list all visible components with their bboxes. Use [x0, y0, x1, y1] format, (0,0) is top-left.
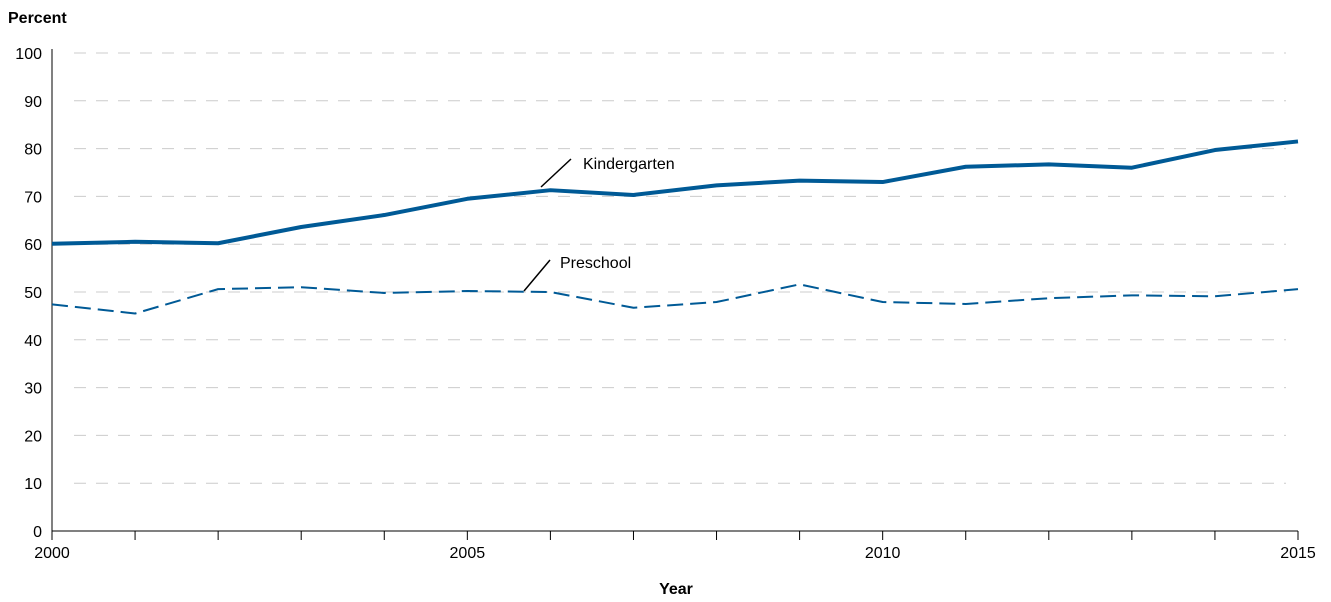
x-tick-labels: 2000 2005 2010 2015 [34, 545, 1316, 562]
y-tick-label: 0 [33, 524, 42, 541]
gridlines [74, 52, 1286, 484]
y-tick-label: 20 [24, 428, 42, 445]
y-tick-label: 10 [24, 476, 42, 493]
series-line-kindergarten [51, 139, 1299, 246]
x-tick-label: 2010 [865, 545, 901, 562]
y-tick-label: 60 [24, 237, 42, 254]
series-label-preschool: Preschool [560, 255, 631, 272]
y-tick-label: 40 [24, 333, 42, 350]
series-label-kindergarten: Kindergarten [583, 156, 675, 173]
x-tick-label: 2005 [450, 545, 486, 562]
x-axis-title: Year [659, 581, 693, 598]
y-tick-labels: 0 10 20 30 40 50 60 70 80 90 100 [15, 46, 42, 541]
axes [51, 49, 1299, 540]
y-tick-label: 70 [24, 189, 42, 206]
y-axis-title: Percent [8, 10, 67, 27]
series-lines [51, 139, 1299, 315]
y-tick-label: 30 [24, 381, 42, 398]
leader-line [523, 259, 551, 292]
x-tick-label: 2000 [34, 545, 70, 562]
series-labels: Kindergarten Preschool [523, 156, 675, 292]
series-line-preschool [51, 283, 1299, 315]
x-tick-label: 2015 [1280, 545, 1316, 562]
y-tick-label: 50 [24, 285, 42, 302]
y-tick-label: 80 [24, 142, 42, 159]
y-tick-label: 100 [15, 46, 42, 63]
y-tick-label: 90 [24, 94, 42, 111]
leader-line [540, 158, 572, 188]
